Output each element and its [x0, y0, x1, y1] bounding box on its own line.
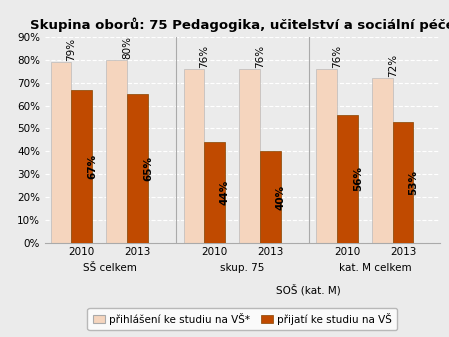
- Text: SOŠ (kat. M): SOŠ (kat. M): [277, 284, 341, 295]
- Bar: [204, 142, 225, 243]
- Text: 72%: 72%: [388, 54, 398, 77]
- Bar: [372, 78, 393, 243]
- Bar: [337, 115, 358, 243]
- Text: 65%: 65%: [143, 156, 153, 181]
- Text: 80%: 80%: [122, 36, 132, 59]
- Text: 76%: 76%: [199, 45, 209, 68]
- Text: 44%: 44%: [220, 180, 230, 205]
- Legend: přihlášení ke studiu na VŠ*, přijatí ke studiu na VŠ: přihlášení ke studiu na VŠ*, přijatí ke …: [88, 308, 397, 330]
- Text: kat. M celkem: kat. M celkem: [339, 263, 412, 273]
- Bar: [127, 94, 148, 243]
- Text: 79%: 79%: [66, 38, 76, 61]
- Text: 76%: 76%: [255, 45, 265, 68]
- Text: 56%: 56%: [353, 166, 363, 191]
- Text: 67%: 67%: [87, 154, 97, 179]
- Bar: [71, 90, 92, 243]
- Text: 40%: 40%: [276, 184, 286, 210]
- Bar: [106, 60, 127, 243]
- Text: skup. 75: skup. 75: [220, 263, 264, 273]
- Bar: [393, 122, 414, 243]
- Text: SŠ celkem: SŠ celkem: [83, 263, 136, 273]
- Title: Skupina oborů: 75 Pedagogika, učitelství a sociální péče: Skupina oborů: 75 Pedagogika, učitelství…: [30, 17, 449, 32]
- Text: 53%: 53%: [409, 170, 418, 194]
- Bar: [260, 151, 281, 243]
- Bar: [184, 69, 204, 243]
- Text: 76%: 76%: [332, 45, 342, 68]
- Bar: [51, 62, 71, 243]
- Bar: [239, 69, 260, 243]
- Bar: [316, 69, 337, 243]
